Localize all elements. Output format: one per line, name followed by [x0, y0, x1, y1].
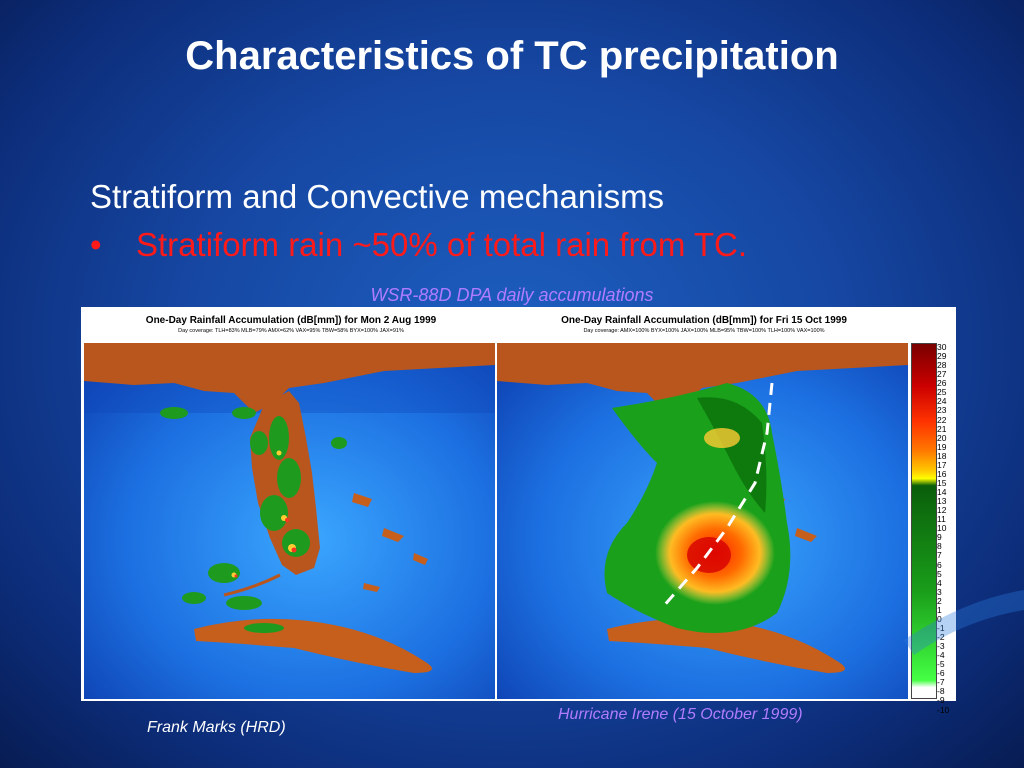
scale-label: 30	[937, 342, 947, 352]
scale-label: 5	[937, 568, 942, 579]
scale-label: 4	[937, 577, 942, 588]
scale-label: 12	[937, 505, 947, 516]
scale-label: -3	[937, 641, 945, 652]
scale-label: 25	[937, 387, 947, 398]
scale-label: -2	[937, 632, 945, 642]
right-panel-title: One-Day Rainfall Accumulation (dB[mm]) f…	[561, 315, 847, 326]
left-rainfall-map	[84, 343, 495, 699]
hurricane-caption: Hurricane Irene (15 October 1999)	[558, 706, 803, 723]
scale-label: 24	[937, 396, 947, 407]
scale-label: 9	[937, 532, 942, 543]
scale-label: 2	[937, 595, 942, 606]
scale-label: -9	[937, 695, 945, 706]
figure-caption: WSR-88D DPA daily accumulations	[370, 285, 654, 305]
color-scale-bar	[911, 343, 937, 699]
right-rainfall-map	[497, 343, 908, 699]
scale-label: -4	[937, 650, 945, 661]
scale-label: 1	[937, 604, 942, 615]
scale-label: 10	[937, 523, 947, 534]
scale-label: -1	[937, 622, 945, 633]
scale-label: -8	[937, 686, 945, 697]
scale-label: 21	[937, 423, 947, 434]
scale-label: 14	[937, 487, 947, 497]
bullet-point: • Stratiform rain ~50% of total rain fro…	[90, 226, 747, 264]
scale-label: 19	[937, 441, 947, 452]
scale-label: 29	[937, 351, 947, 362]
right-panel-coverage: Day coverage: AMX=100% BYX=100% JAX=100%…	[583, 328, 825, 334]
scale-label: -5	[937, 659, 945, 670]
scale-label: 22	[937, 414, 947, 425]
scale-label: 16	[937, 468, 947, 479]
bullet-symbol: •	[90, 226, 102, 263]
scale-label: -10	[937, 704, 950, 715]
scale-label: 26	[937, 378, 947, 389]
right-radar-panel: One-Day Rainfall Accumulation (dB[mm]) f…	[497, 307, 911, 701]
left-panel-coverage: Day coverage: TLH=83% MLB=79% AMX=62% VA…	[178, 328, 404, 334]
scale-label: 3	[937, 586, 942, 597]
scale-label: 6	[937, 559, 942, 570]
credit-text: Frank Marks (HRD)	[147, 719, 286, 736]
scale-label: 13	[937, 496, 947, 507]
scale-label: 23	[937, 405, 947, 416]
scale-label: -6	[937, 668, 945, 679]
scale-label: 11	[937, 514, 946, 525]
bullet-text: Stratiform rain ~50% of total rain from …	[136, 226, 748, 263]
scale-label: 28	[937, 360, 947, 371]
scale-label: 27	[937, 369, 947, 380]
scale-label: 18	[937, 450, 947, 461]
decorative-swoosh	[904, 590, 1024, 655]
scale-label: 20	[937, 432, 947, 443]
scale-label: 7	[937, 550, 942, 561]
left-panel-title: One-Day Rainfall Accumulation (dB[mm]) f…	[145, 315, 437, 326]
left-radar-panel: One-Day Rainfall Accumulation (dB[mm]) f…	[84, 307, 498, 701]
slide-title: Characteristics of TC precipitation	[185, 34, 839, 78]
subheading: Stratiform and Convective mechanisms	[90, 178, 665, 215]
scale-label: 8	[937, 541, 942, 552]
scale-label: 15	[937, 477, 947, 488]
scale-label: -7	[937, 677, 945, 688]
scale-label: 0	[937, 613, 942, 624]
radar-figure: One-Day Rainfall Accumulation (dB[mm]) f…	[81, 307, 957, 714]
color-scale-labels: 30 29 28 27 26 25 24 23 22 21 20 19 18 17 16 15 14 13 12 11…	[937, 342, 957, 714]
scale-label: 17	[937, 459, 947, 470]
